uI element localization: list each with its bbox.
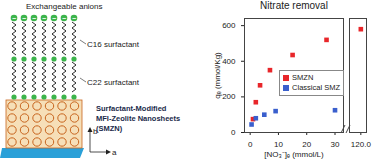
svg-text:0: 0 bbox=[231, 128, 236, 137]
svg-text:−: − bbox=[12, 15, 16, 22]
svg-text:C22 surfactant: C22 surfactant bbox=[87, 78, 140, 87]
svg-text:MFI-Zeolite Nanosheets: MFI-Zeolite Nanosheets bbox=[96, 114, 180, 123]
svg-text:(SMZN): (SMZN) bbox=[96, 124, 123, 133]
svg-text:−: − bbox=[52, 15, 56, 22]
html-text:[NO₃⁻]ₑ (mmol/L): [NO₃⁻]ₑ (mmol/L) bbox=[264, 150, 324, 159]
svg-text:−: − bbox=[22, 15, 26, 22]
svg-text:qₑ (mmol/Kg): qₑ (mmol/Kg) bbox=[213, 52, 222, 99]
html-text:Classical SMZ: Classical SMZ bbox=[292, 83, 340, 92]
svg-text:10: 10 bbox=[274, 140, 283, 148]
svg-text:−: − bbox=[32, 15, 36, 22]
svg-text:−: − bbox=[42, 15, 46, 22]
svg-text:200: 200 bbox=[222, 92, 236, 101]
svg-text:−: − bbox=[72, 15, 76, 22]
svg-text:Exchangeable anions: Exchangeable anions bbox=[26, 2, 103, 11]
svg-text:−: − bbox=[62, 15, 66, 22]
svg-text:120.0: 120.0 bbox=[351, 140, 372, 148]
svg-text:Surfactant-Modified: Surfactant-Modified bbox=[96, 104, 167, 113]
svg-text:600: 600 bbox=[222, 21, 236, 30]
html-text:SMZN: SMZN bbox=[292, 73, 314, 82]
svg-text:a: a bbox=[112, 148, 117, 157]
svg-text:30: 30 bbox=[331, 140, 340, 148]
svg-text:C16 surfactant: C16 surfactant bbox=[87, 40, 140, 49]
svg-text:400: 400 bbox=[222, 57, 236, 66]
html-text:Nitrate removal: Nitrate removal bbox=[260, 0, 328, 11]
svg-text:20: 20 bbox=[302, 140, 311, 148]
svg-text:0: 0 bbox=[248, 140, 253, 148]
